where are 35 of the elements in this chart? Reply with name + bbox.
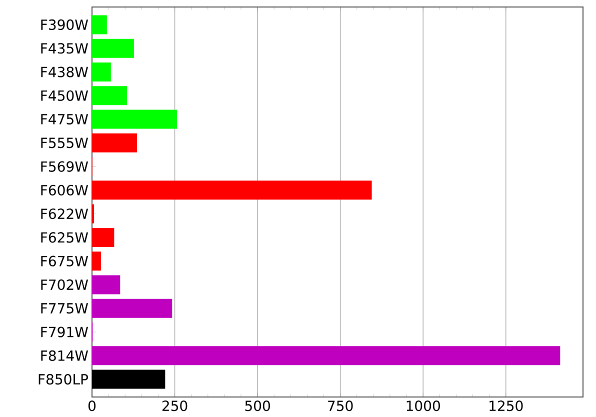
y-tick-label: F475W [41,114,88,124]
y-tick-label: F450W [41,90,88,101]
y-tick-label: F625W [41,232,88,243]
y-tick-label: F390W [41,19,88,30]
x-tick-label: 750 [328,400,353,412]
bar [92,370,166,389]
y-tick-label: F569W [41,161,88,172]
y-tick-label: F775W [41,303,88,314]
bar [92,38,134,58]
bar [92,110,178,129]
x-tick-label: 250 [162,400,188,412]
bar [92,252,101,271]
bar [92,298,172,318]
y-tick-label: F814W [41,350,88,361]
y-tick-label: F791W [41,326,88,338]
y-tick-label: F438W [41,66,88,78]
y-tick-label: F622W [41,208,88,220]
y-tick-label: F606W [41,184,88,196]
x-tick-label: 0 [88,400,96,412]
bar [92,346,560,366]
bar [92,62,111,82]
y-tick-label: F675W [41,256,88,266]
bar [92,180,372,200]
x-tick-label: 1000 [406,400,440,412]
y-tick-label: F435W [41,43,88,54]
x-tick-label: 1250 [490,400,523,412]
y-tick-label: F555W [41,138,88,148]
bar [92,86,128,106]
bar [92,133,138,152]
x-tick-label: 500 [245,400,270,412]
bar [92,228,114,247]
bar [92,275,120,294]
y-tick-label: F702W [41,279,88,290]
bar [92,15,107,34]
y-tick-label: F850LP [38,374,88,385]
